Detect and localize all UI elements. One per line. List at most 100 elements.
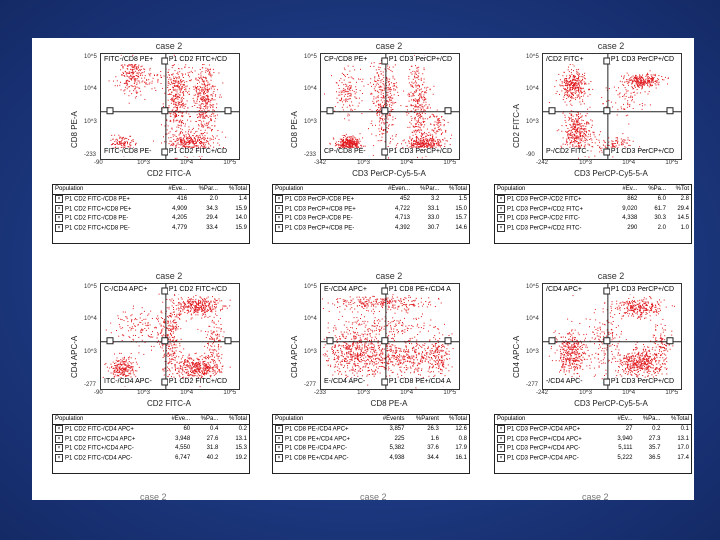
event-dot: [124, 137, 126, 139]
event-dot: [433, 124, 435, 126]
event-dot: [178, 96, 179, 98]
event-dot: [422, 106, 424, 108]
stats-row[interactable]: × P1 CD2 FITC+/CD8 PE- 4,779 33.4 15.9: [53, 223, 249, 234]
gate-handle[interactable]: [106, 107, 114, 115]
event-dot: [565, 81, 567, 83]
event-dot: [162, 87, 163, 89]
event-dot: [429, 145, 431, 147]
event-dot: [570, 75, 571, 77]
scatter-plot[interactable]: FITC-/CD8 PE+ P1 CD2 FITC+/CD FITC-/CD8 PE…: [100, 53, 240, 160]
event-dot: [570, 114, 572, 116]
event-dot: [612, 144, 614, 146]
row-checkbox[interactable]: ×: [55, 195, 63, 203]
event-dot: [417, 77, 419, 79]
event-dot: [178, 121, 180, 123]
event-dot: [380, 110, 382, 112]
gate-handle[interactable]: [326, 107, 334, 115]
event-dot: [131, 79, 133, 81]
row-checkbox[interactable]: ×: [497, 214, 505, 223]
event-dot: [583, 125, 585, 127]
event-dot: [191, 106, 193, 107]
row-checkbox[interactable]: ×: [497, 195, 505, 203]
event-dot: [569, 64, 571, 65]
event-dot: [188, 141, 189, 143]
stats-row[interactable]: × P1 CD3 PerCP-/CD2 FITC+ 862 6.0 2.8: [495, 195, 691, 205]
row-checkbox[interactable]: ×: [55, 204, 63, 213]
event-dot: [196, 102, 198, 104]
row-checkbox[interactable]: ×: [497, 204, 505, 213]
event-dot: [216, 365, 218, 367]
event-dot: [655, 81, 657, 83]
gate-handle[interactable]: [444, 107, 452, 115]
event-dot: [575, 83, 577, 85]
event-dot: [630, 92, 632, 94]
event-dot: [120, 361, 122, 363]
stats-row[interactable]: × P1 CD3 PerCP+/CD2 FITC- 290 2.0 1.0: [495, 223, 691, 234]
gate-handle[interactable]: [381, 107, 389, 115]
stats-row[interactable]: × P1 CD2 FITC-/CD8 PE+ 416 2.0 1.4: [53, 195, 249, 205]
row-checkbox[interactable]: ×: [55, 223, 63, 232]
event-dot: [420, 88, 422, 90]
event-dot: [199, 134, 201, 136]
stats-row[interactable]: × P1 CD3 PerCP+/CD8 PE+ 4,722 33.1 15.0: [273, 204, 469, 215]
row-checkbox[interactable]: ×: [55, 214, 63, 223]
event-dot: [199, 139, 200, 140]
event-dot: [206, 80, 207, 82]
event-dot: [360, 144, 362, 146]
event-dot: [568, 90, 569, 92]
stats-row[interactable]: × P1 CD3 PerCP-/CD2 FITC- 4,338 30.3 14.5: [495, 214, 691, 224]
event-dot: [395, 134, 397, 136]
row-checkbox[interactable]: ×: [275, 223, 283, 232]
event-dot: [122, 368, 124, 370]
stats-row[interactable]: × P1 CD3 PerCP+/CD8 PE- 4,392 30.7 14.6: [273, 223, 469, 234]
stats-row[interactable]: × P1 CD3 PerCP+/CD2 FITC+ 9,020 61.7 29.4: [495, 204, 691, 215]
row-checkbox[interactable]: ×: [275, 204, 283, 213]
row-checkbox[interactable]: ×: [497, 223, 505, 232]
event-dot: [180, 368, 182, 370]
event-dot: [191, 362, 193, 364]
event-dot: [641, 103, 643, 104]
row-checkbox[interactable]: ×: [275, 214, 283, 223]
row-checkbox[interactable]: ×: [275, 195, 283, 203]
event-dot: [641, 83, 643, 85]
event-dot: [126, 370, 128, 372]
event-dot: [167, 71, 169, 73]
event-dot: [576, 86, 578, 88]
event-dot: [390, 99, 392, 101]
gate-handle[interactable]: [603, 107, 611, 115]
event-dot: [599, 146, 601, 148]
event-dot: [639, 77, 641, 79]
event-dot: [343, 95, 345, 97]
event-dot: [431, 141, 433, 143]
event-dot: [573, 133, 575, 135]
stats-row[interactable]: × P1 CD2 FITC+/CD8 PE+ 4,909 34.3 15.9: [53, 204, 249, 215]
event-dot: [632, 88, 634, 90]
stats-cell: × P1 CD2 FITC-/CD8 PE+: [53, 195, 159, 205]
event-dot: [199, 116, 201, 118]
stats-cell: 4,722: [395, 205, 411, 212]
event-dot: [189, 71, 191, 73]
stats-row[interactable]: × P1 CD3 PerCP-/CD8 PE+ 452 3.2 1.5: [273, 195, 469, 205]
event-dot: [175, 80, 177, 82]
event-dot: [590, 133, 591, 135]
stats-row[interactable]: × P1 CD2 FITC-/CD8 PE- 4,205 29.4 14.0: [53, 214, 249, 224]
event-dot: [134, 68, 136, 70]
event-dot: [577, 87, 579, 89]
gate-handle[interactable]: [161, 107, 169, 115]
event-dot: [207, 142, 209, 144]
gate-handle[interactable]: [548, 107, 556, 115]
scatter-plot[interactable]: /CD2 FITC+ P1 CD3 PerCP+/CD P-/CD2 FITC- P1…: [542, 53, 682, 160]
event-dot: [348, 114, 350, 116]
event-dot: [210, 145, 212, 147]
scatter-plot[interactable]: CP-/CD8 PE+ P1 CD3 PerCP+/CD CP-/CD8 PE- P1…: [320, 53, 460, 160]
scatter-plot[interactable]: C-/CD4 APC+ P1 CD2 FITC+/CD ITC-/CD4 APC- P…: [100, 283, 240, 390]
gate-handle[interactable]: [224, 107, 232, 115]
event-dot: [645, 81, 647, 83]
event-dot: [179, 361, 181, 363]
stats-row[interactable]: × P1 CD3 PerCP-/CD8 PE- 4,713 33.0 15.7: [273, 214, 469, 224]
event-dot: [181, 86, 183, 88]
gate-handle[interactable]: [666, 107, 674, 115]
event-dot: [632, 81, 634, 83]
event-dot: [130, 75, 132, 77]
event-dot: [194, 305, 196, 307]
